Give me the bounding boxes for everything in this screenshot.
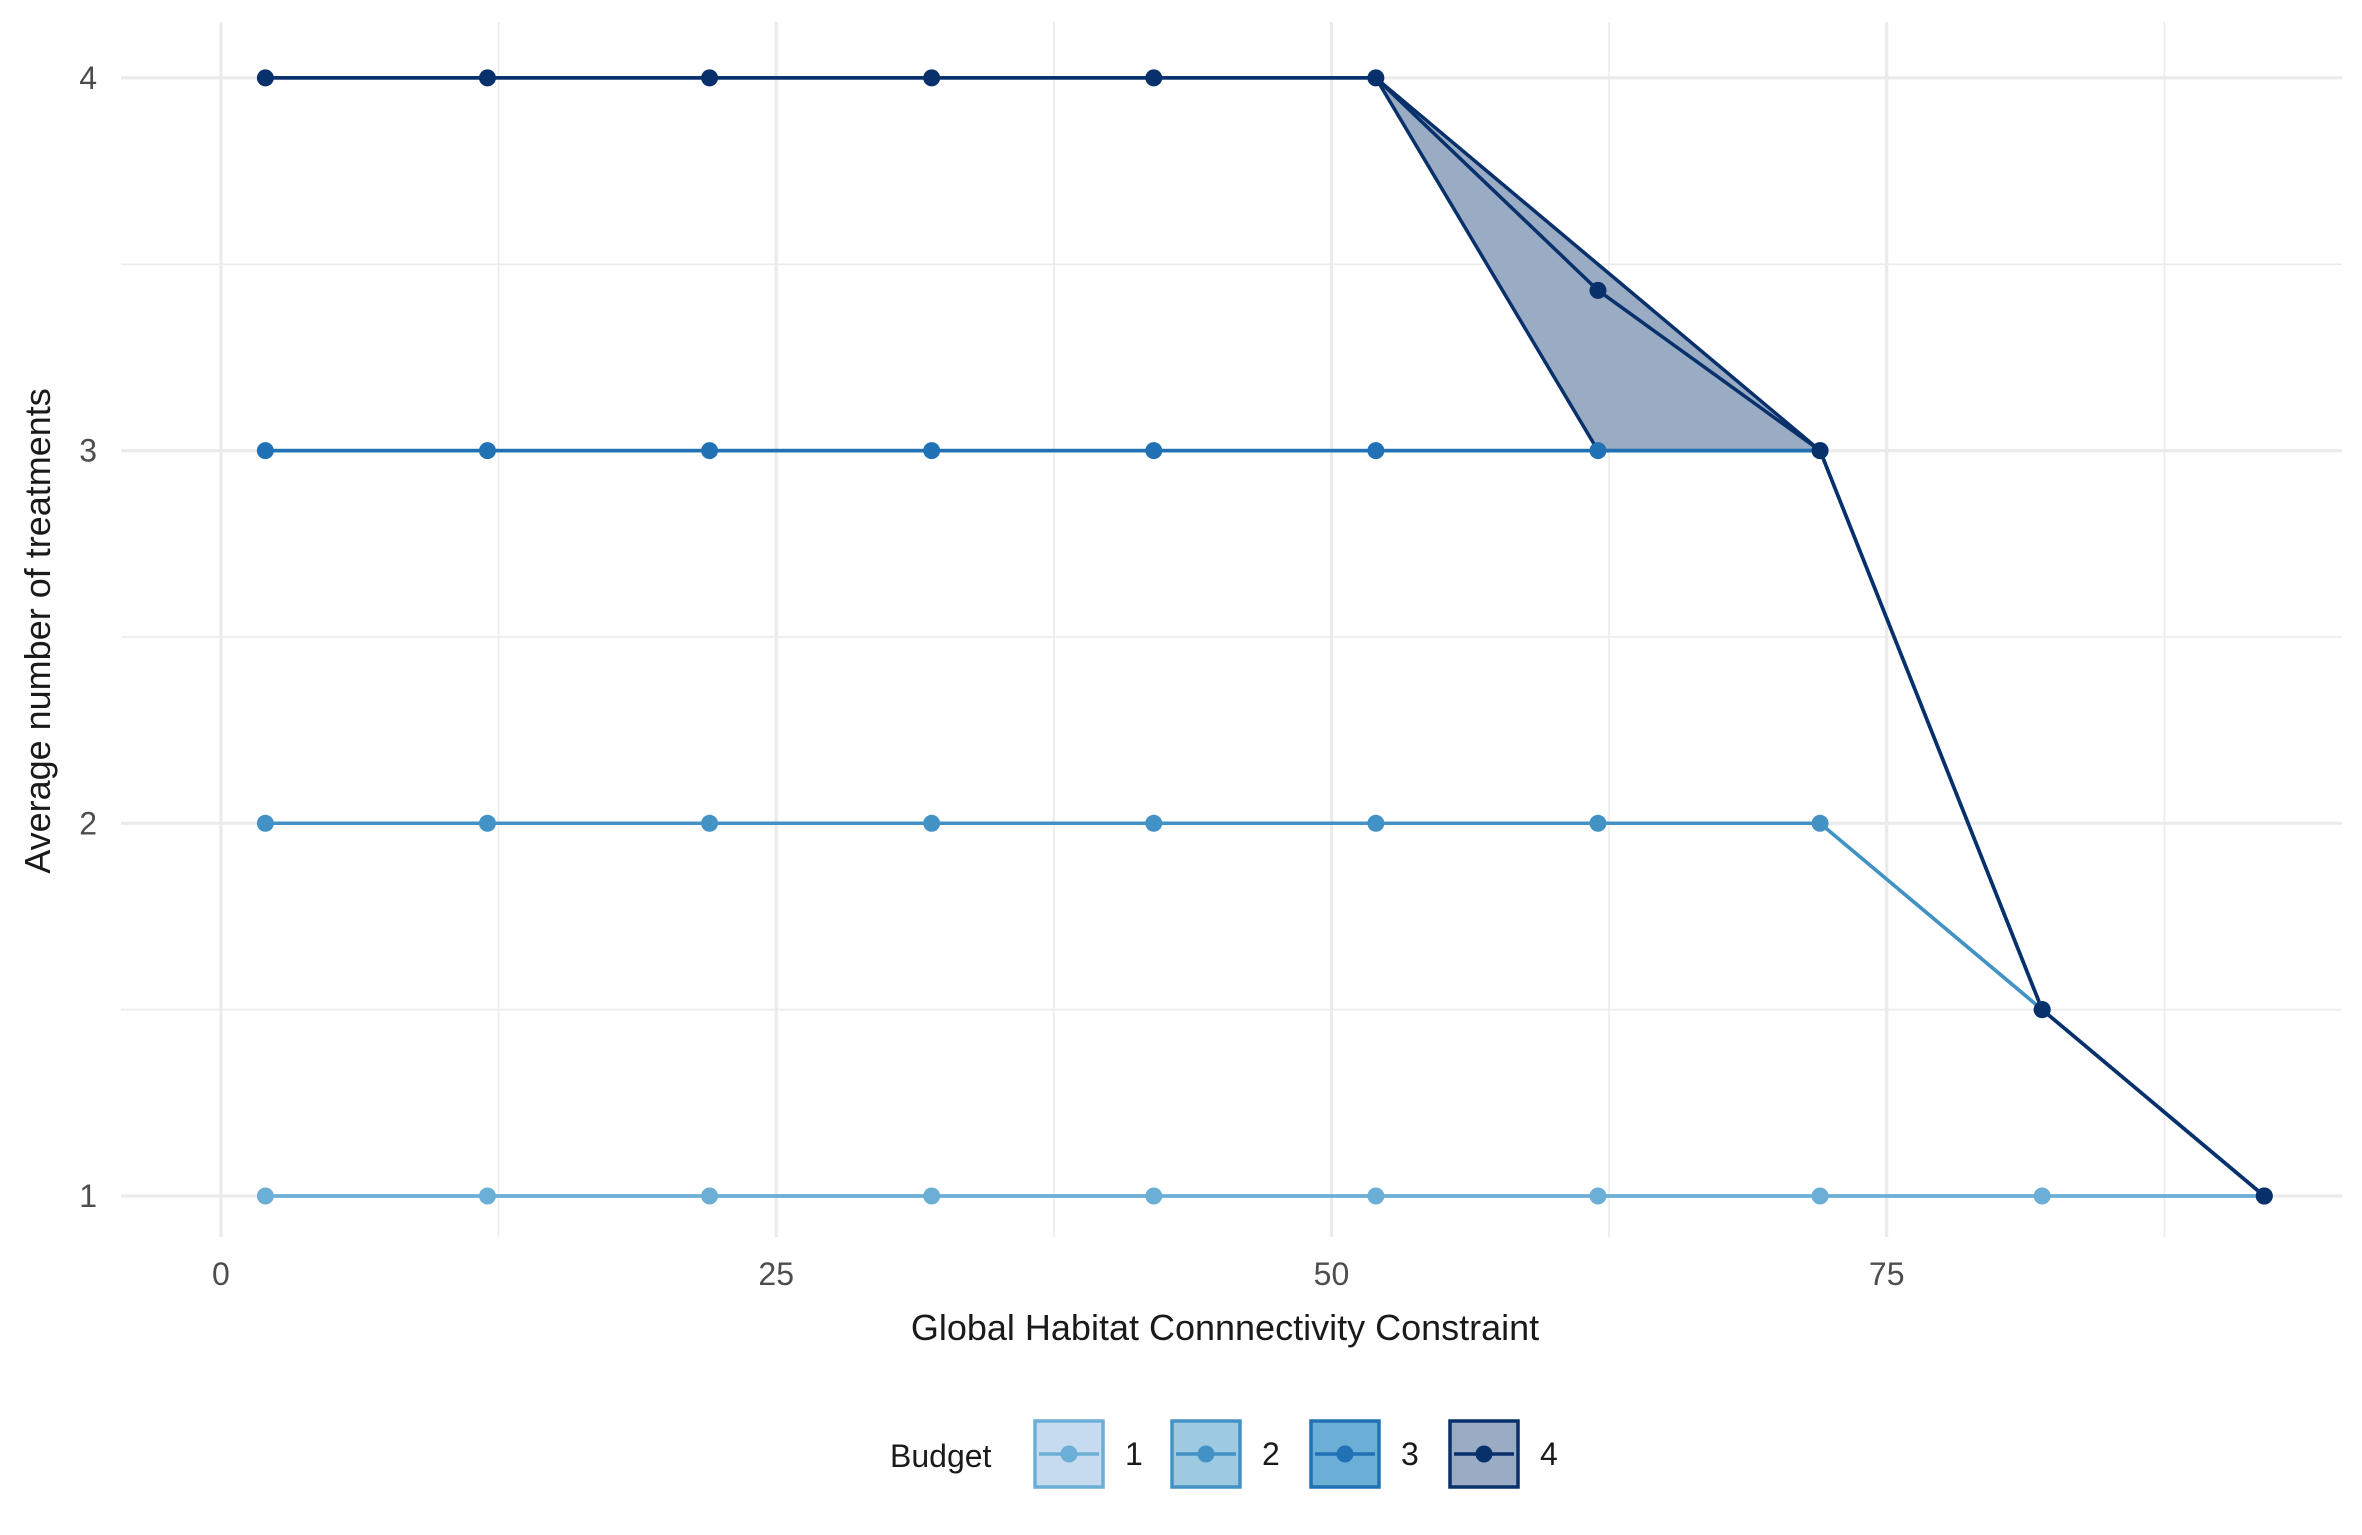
point-budget-3 (1589, 442, 1607, 460)
point-budget-4 (2033, 1001, 2051, 1019)
point-budget-4 (923, 69, 941, 87)
series-points (256, 69, 2273, 1205)
legend-label-2: 2 (1262, 1436, 1280, 1472)
point-budget-4 (2255, 1187, 2273, 1205)
point-budget-1 (478, 1187, 496, 1205)
point-budget-4 (256, 69, 274, 87)
point-budget-1 (1589, 1187, 1607, 1205)
x-tick-label: 0 (212, 1256, 230, 1292)
minor-gridlines (121, 22, 2342, 1237)
legend-item-2: 2 (1170, 1419, 1280, 1489)
point-budget-2 (923, 814, 941, 832)
legend-label-3: 3 (1401, 1436, 1419, 1472)
point-budget-2 (1145, 814, 1163, 832)
y-tick-label: 3 (79, 433, 97, 469)
point-budget-3 (1367, 442, 1385, 460)
x-tick-labels: 0 25 50 75 (212, 1256, 1904, 1292)
point-budget-4 (1589, 281, 1607, 299)
y-tick-label: 4 (79, 60, 97, 96)
point-budget-1 (701, 1187, 719, 1205)
point-budget-2 (256, 814, 274, 832)
point-budget-2 (478, 814, 496, 832)
point-budget-2 (701, 814, 719, 832)
legend-item-1: 1 (1033, 1419, 1143, 1489)
point-budget-1 (1811, 1187, 1829, 1205)
line-budget-2 (265, 821, 2266, 1198)
point-budget-2 (1589, 814, 1607, 832)
point-budget-1 (2033, 1187, 2051, 1205)
series-lines (265, 76, 2266, 1198)
legend-key-point-4 (1475, 1445, 1493, 1463)
point-budget-3 (701, 442, 719, 460)
point-budget-1 (1367, 1187, 1385, 1205)
y-tick-label: 2 (79, 805, 97, 841)
legend-label-4: 4 (1540, 1436, 1558, 1472)
point-budget-3 (478, 442, 496, 460)
point-budget-2 (1367, 814, 1385, 832)
point-budget-1 (923, 1187, 941, 1205)
legend-key-point-3 (1336, 1445, 1354, 1463)
legend: Budget 1 2 3 4 (890, 1419, 1558, 1489)
y-axis-title: Average number of treatments (17, 388, 58, 874)
point-budget-1 (1145, 1187, 1163, 1205)
legend-key-point-2 (1197, 1445, 1215, 1463)
point-budget-1 (256, 1187, 274, 1205)
legend-item-3: 3 (1309, 1419, 1419, 1489)
point-budget-4 (1811, 442, 1829, 460)
line-budget-4 (265, 76, 2266, 1198)
x-tick-label: 50 (1314, 1256, 1350, 1292)
x-tick-label: 75 (1869, 1256, 1905, 1292)
y-tick-labels: 1 2 3 4 (79, 60, 97, 1214)
point-budget-3 (1145, 442, 1163, 460)
legend-title: Budget (890, 1438, 992, 1474)
x-axis-title: Global Habitat Connnectivity Constraint (911, 1307, 1539, 1348)
y-tick-label: 1 (79, 1178, 97, 1214)
point-budget-3 (923, 442, 941, 460)
point-budget-2 (1811, 814, 1829, 832)
legend-key-point-1 (1060, 1445, 1078, 1463)
point-budget-4 (701, 69, 719, 87)
point-budget-4 (1145, 69, 1163, 87)
x-tick-label: 25 (758, 1256, 794, 1292)
point-budget-4 (1367, 69, 1385, 87)
legend-item-4: 4 (1448, 1419, 1558, 1489)
point-budget-3 (256, 442, 274, 460)
legend-label-1: 1 (1125, 1436, 1143, 1472)
point-budget-4 (478, 69, 496, 87)
legend-items: 1 2 3 4 (1033, 1419, 1558, 1489)
